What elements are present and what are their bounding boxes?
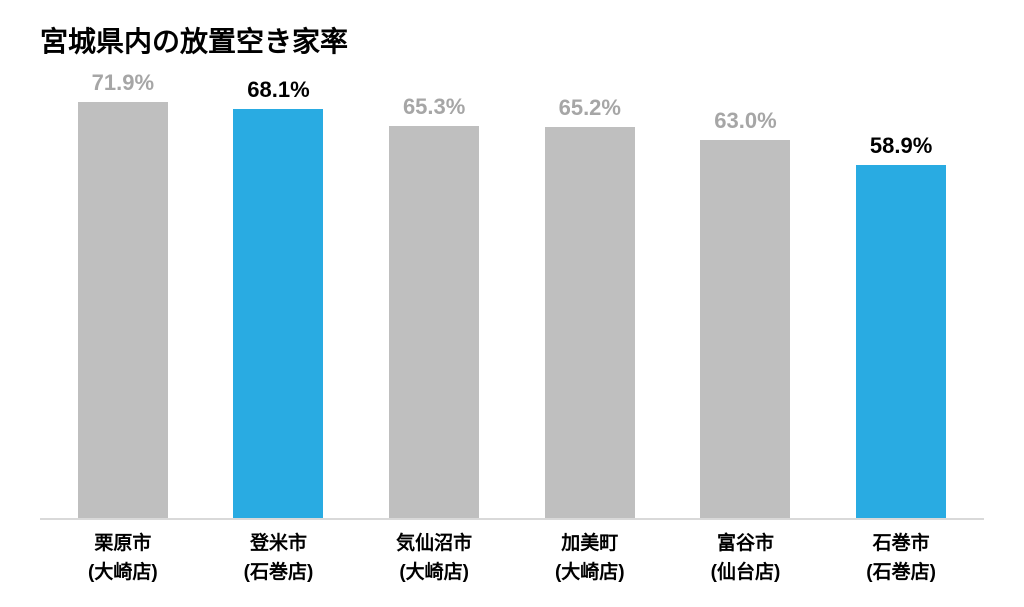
- bar-wrapper: 58.9%: [826, 70, 976, 518]
- x-label-city: 登米市: [203, 530, 353, 559]
- x-label-store: (仙台店): [670, 559, 820, 588]
- x-label-city: 加美町: [515, 530, 665, 559]
- bar-value-label: 71.9%: [92, 70, 154, 96]
- x-label-store: (大崎店): [515, 559, 665, 588]
- x-axis-labels: 栗原市 (大崎店) 登米市 (石巻店) 気仙沼市 (大崎店) 加美町 (大崎店)…: [40, 530, 984, 587]
- bar-wrapper: 63.0%: [670, 70, 820, 518]
- x-axis-label: 登米市 (石巻店): [203, 530, 353, 587]
- bar: [389, 126, 479, 518]
- x-label-city: 気仙沼市: [359, 530, 509, 559]
- x-axis-label: 栗原市 (大崎店): [48, 530, 198, 587]
- bar-value-label: 68.1%: [247, 77, 309, 103]
- bar: [700, 140, 790, 518]
- x-label-store: (石巻店): [203, 559, 353, 588]
- x-label-city: 栗原市: [48, 530, 198, 559]
- x-label-store: (大崎店): [359, 559, 509, 588]
- bar-value-label: 63.0%: [714, 108, 776, 134]
- bar-wrapper: 65.3%: [359, 70, 509, 518]
- chart-plot-area: 71.9% 68.1% 65.3% 65.2% 63.0% 58.9%: [40, 70, 984, 520]
- chart-title: 宮城県内の放置空き家率: [40, 20, 994, 60]
- bar: [233, 109, 323, 518]
- x-label-store: (石巻店): [826, 559, 976, 588]
- bar-value-label: 65.2%: [559, 95, 621, 121]
- bars-container: 71.9% 68.1% 65.3% 65.2% 63.0% 58.9%: [40, 70, 984, 518]
- x-axis-label: 加美町 (大崎店): [515, 530, 665, 587]
- bar-value-label: 65.3%: [403, 94, 465, 120]
- x-axis-label: 気仙沼市 (大崎店): [359, 530, 509, 587]
- x-axis-label: 富谷市 (仙台店): [670, 530, 820, 587]
- bar-wrapper: 65.2%: [515, 70, 665, 518]
- bar-value-label: 58.9%: [870, 133, 932, 159]
- x-label-city: 富谷市: [670, 530, 820, 559]
- x-label-city: 石巻市: [826, 530, 976, 559]
- bar-wrapper: 71.9%: [48, 70, 198, 518]
- bar: [545, 127, 635, 518]
- x-axis-label: 石巻市 (石巻店): [826, 530, 976, 587]
- bar: [78, 102, 168, 518]
- bar: [856, 165, 946, 518]
- bar-wrapper: 68.1%: [203, 70, 353, 518]
- x-label-store: (大崎店): [48, 559, 198, 588]
